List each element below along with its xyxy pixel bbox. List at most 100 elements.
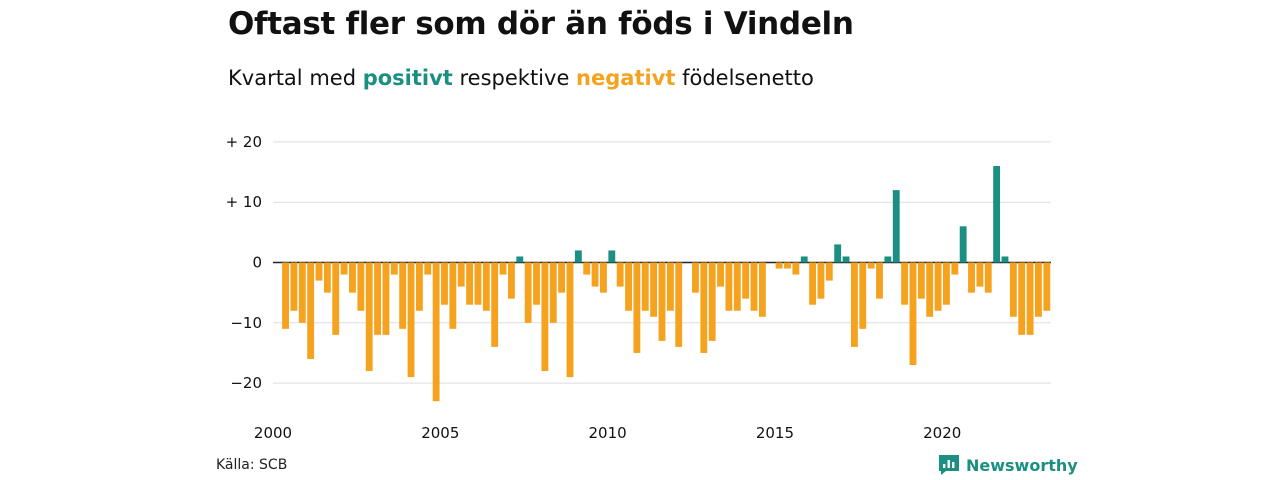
bar — [374, 262, 381, 335]
bar — [1001, 256, 1009, 263]
bar — [549, 262, 557, 323]
chart-title: Oftast fler som dör än föds i Vindeln — [228, 6, 854, 42]
bar — [876, 262, 883, 299]
bar — [1043, 262, 1051, 311]
bar — [742, 262, 750, 299]
newsworthy-logo-icon — [939, 455, 959, 475]
y-tick-label: + 20 — [226, 133, 262, 151]
bar — [583, 262, 591, 275]
bar — [993, 166, 1001, 263]
bar — [558, 262, 566, 293]
bar — [968, 262, 975, 293]
bar — [708, 262, 716, 341]
bar — [616, 262, 624, 287]
bar — [733, 262, 741, 311]
bar — [415, 262, 423, 311]
bar — [775, 262, 783, 269]
bar — [449, 262, 457, 329]
brand-logo[interactable]: Newsworthy — [938, 454, 1078, 476]
bar — [976, 262, 984, 287]
x-tick-label: 2015 — [756, 424, 794, 442]
bar — [700, 262, 708, 353]
bar — [466, 262, 474, 305]
bar — [474, 262, 482, 305]
y-tick-label: −20 — [230, 374, 262, 392]
y-axis-labels: + 20 + 10 0 −10 −20 — [226, 133, 262, 392]
y-tick-label: −10 — [230, 314, 262, 332]
brand-name: Newsworthy — [966, 455, 1078, 475]
bar — [608, 250, 616, 263]
subtitle-suffix: födelsenetto — [675, 66, 814, 90]
bar — [282, 262, 289, 329]
bar — [850, 262, 858, 347]
source-note: Källa: SCB — [216, 457, 288, 473]
bar — [390, 262, 398, 275]
bar — [574, 250, 582, 263]
bar — [984, 262, 992, 293]
bar — [909, 262, 917, 366]
bar — [809, 262, 817, 305]
bar — [892, 190, 900, 263]
bar — [650, 262, 658, 317]
bar — [516, 256, 524, 263]
bar — [758, 262, 766, 317]
bar — [507, 262, 515, 299]
bar — [884, 256, 892, 263]
bar — [340, 262, 348, 275]
chart-subtitle: Kvartal med positivt respektive negativt… — [228, 66, 814, 90]
bar — [901, 262, 909, 305]
bar — [365, 262, 373, 372]
bar — [307, 262, 315, 359]
bar — [825, 262, 833, 281]
bar — [323, 262, 331, 293]
bar — [290, 262, 298, 311]
bar — [675, 262, 683, 347]
bars — [282, 166, 1051, 402]
bar — [298, 262, 306, 323]
bar — [424, 262, 432, 275]
bar — [457, 262, 465, 287]
subtitle-middle: respektive — [452, 66, 577, 90]
bar — [407, 262, 415, 378]
bar — [499, 262, 507, 275]
bar — [842, 256, 850, 263]
bar — [432, 262, 440, 402]
bar — [441, 262, 448, 305]
bar — [625, 262, 632, 311]
subtitle-negative-label: negativt — [576, 66, 676, 90]
y-tick-label: 0 — [252, 254, 262, 272]
bar — [1018, 262, 1026, 335]
bar — [382, 262, 390, 335]
bar — [349, 262, 356, 293]
bar — [524, 262, 532, 323]
bar — [859, 262, 867, 329]
bar — [1035, 262, 1042, 317]
bar — [315, 262, 323, 281]
bar — [1026, 262, 1034, 335]
bar — [533, 262, 540, 305]
x-tick-label: 2010 — [589, 424, 627, 442]
x-tick-label: 2000 — [254, 424, 292, 442]
bar — [926, 262, 934, 317]
bar — [867, 262, 875, 269]
bar — [566, 262, 574, 378]
bar — [658, 262, 666, 341]
bar — [959, 226, 967, 263]
bar — [591, 262, 599, 287]
bar — [934, 262, 942, 311]
bar — [1009, 262, 1017, 317]
bar — [725, 262, 733, 311]
bar — [600, 262, 607, 293]
subtitle-prefix: Kvartal med — [228, 66, 363, 90]
bar — [750, 262, 758, 311]
bar — [943, 262, 950, 305]
subtitle-positive-label: positivt — [362, 66, 453, 90]
bar — [332, 262, 340, 335]
bar — [800, 256, 808, 263]
y-tick-label: + 10 — [226, 193, 262, 211]
bar — [541, 262, 549, 372]
bar — [792, 262, 800, 275]
bar — [817, 262, 825, 299]
bar — [717, 262, 724, 287]
